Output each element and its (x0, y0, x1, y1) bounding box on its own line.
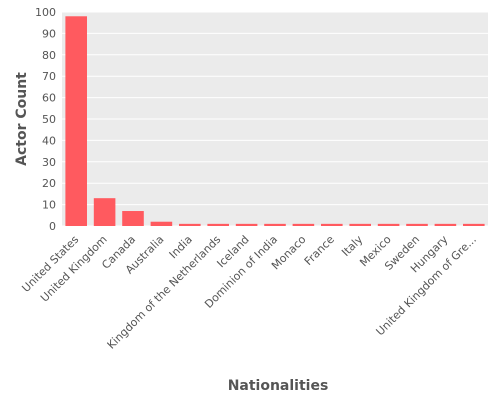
y-tick-label: 10 (42, 199, 56, 212)
gridlines (62, 11, 488, 227)
bar (264, 223, 286, 226)
bar (150, 221, 173, 226)
bar (377, 223, 400, 226)
bar (463, 223, 485, 226)
y-tick-label: 50 (42, 113, 56, 126)
bar (321, 223, 343, 226)
y-tick-label: 0 (49, 220, 56, 233)
y-tick-label: 30 (42, 156, 56, 169)
bar (207, 223, 229, 226)
y-tick-label: 70 (42, 70, 56, 83)
y-tick-label: 100 (35, 6, 56, 19)
bar (65, 16, 87, 227)
bar (349, 223, 371, 226)
y-tick-label: 20 (42, 177, 56, 190)
bars (65, 16, 485, 227)
y-axis-title: Actor Count (14, 72, 30, 166)
bar (122, 211, 144, 226)
bar (292, 223, 315, 226)
y-tick-label: 40 (42, 134, 56, 147)
y-axis-ticks: 0 10 20 30 40 50 60 70 80 90 100 (35, 6, 56, 233)
bar (93, 198, 116, 226)
x-tick-label: France (302, 233, 337, 268)
y-tick-label: 90 (42, 27, 56, 40)
bar (406, 223, 428, 226)
bar (179, 223, 201, 226)
bar (434, 223, 457, 226)
y-tick-label: 60 (42, 92, 56, 105)
y-tick-label: 80 (42, 49, 56, 62)
x-axis-title: Nationalities (228, 378, 329, 394)
bar (235, 223, 258, 226)
